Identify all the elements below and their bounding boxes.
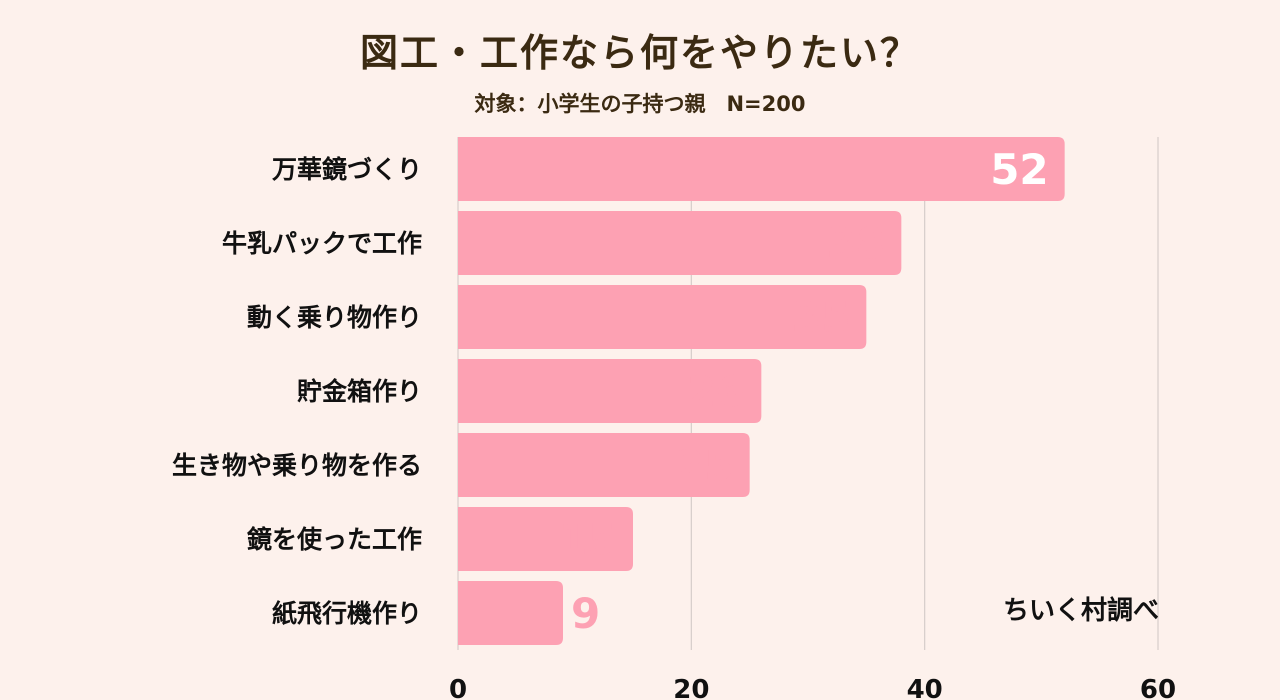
value-label: 26 (687, 367, 745, 416)
category-label: 万華鏡づくり (272, 155, 422, 184)
source-credit: ちいく村調べ (1003, 596, 1160, 626)
bar (458, 359, 762, 423)
x-tick-label: 0 (449, 675, 467, 700)
value-label: 38 (827, 219, 885, 268)
category-label: 鏡を使った工作 (247, 525, 422, 554)
category-label: 牛乳パックで工作 (222, 229, 422, 258)
x-tick-labels: 0 20 40 60 (449, 675, 1176, 700)
category-label: 貯金箱作り (297, 377, 422, 406)
value-label: 35 (792, 293, 850, 342)
category-label: 生き物や乗り物を作る (172, 451, 422, 480)
category-label: 動く乗り物作り (247, 303, 422, 332)
bar (458, 137, 1065, 201)
bar (458, 285, 867, 349)
bar (458, 507, 633, 571)
bar (458, 211, 902, 275)
chart-subtitle: 対象：小学生の子持つ親 N=200 (474, 92, 806, 116)
bar (458, 581, 563, 645)
value-label: 15 (559, 515, 617, 564)
x-tick-label: 20 (673, 675, 709, 700)
value-labels: 52 38 35 26 25 15 9 (559, 145, 1049, 638)
value-label: 52 (990, 145, 1048, 194)
value-label: 9 (571, 589, 600, 638)
bar (458, 433, 750, 497)
chart-title: 図工・工作なら何をやりたい？ (359, 31, 920, 75)
x-tick-label: 40 (907, 675, 943, 700)
value-label: 25 (675, 441, 733, 490)
x-tick-label: 60 (1140, 675, 1176, 700)
category-label: 紙飛行機作り (272, 599, 422, 628)
bars (458, 137, 1065, 645)
category-labels: 万華鏡づくり牛乳パックで工作動く乗り物作り貯金箱作り生き物や乗り物を作る鏡を使っ… (172, 155, 422, 628)
